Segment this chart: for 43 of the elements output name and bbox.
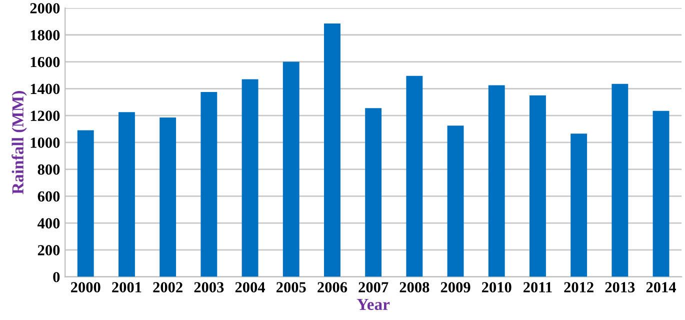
x-axis-title: Year (356, 298, 390, 310)
y-tick-label: 400 (38, 218, 60, 228)
bar (488, 85, 505, 277)
y-tick-label: 1600 (30, 56, 60, 68)
x-tick-label: 2004 (235, 282, 266, 292)
bar (242, 79, 258, 277)
bar (160, 118, 176, 277)
y-axis-title: Rainfall (MM) (12, 91, 27, 194)
x-tick-label: 2010 (482, 282, 512, 292)
x-tick-label: 2009 (440, 282, 470, 292)
y-tick-label: 1000 (30, 138, 60, 148)
x-tick-label: 2007 (358, 282, 388, 292)
bar (406, 76, 423, 277)
y-tick-label: 0 (53, 272, 60, 282)
x-tick-label: 2011 (524, 282, 552, 292)
y-tick-label: 600 (38, 191, 60, 202)
x-tick-label: 2008 (400, 282, 430, 292)
x-tick-label: 2001 (112, 282, 142, 292)
bar (652, 110, 670, 277)
y-tick-label: 800 (38, 164, 60, 175)
bar (282, 62, 300, 277)
bar (365, 108, 382, 277)
x-tick-label: 2002 (153, 282, 182, 292)
y-tick-label: 2000 (30, 3, 60, 14)
y-tick-label: 1200 (30, 110, 60, 121)
bar (447, 126, 464, 277)
bar (200, 92, 218, 277)
bar (612, 84, 628, 277)
x-tick-label: 2003 (194, 282, 224, 292)
x-tick-label: 2005 (276, 282, 306, 292)
bar (77, 130, 94, 277)
x-tick-label: 2000 (70, 282, 100, 292)
y-tick-label: 200 (38, 245, 60, 256)
x-tick-label: 2013 (605, 282, 635, 292)
bar (118, 112, 135, 277)
bar (324, 23, 340, 277)
bar (570, 134, 588, 277)
bar (530, 95, 546, 277)
y-tick-label: 1800 (30, 30, 60, 40)
y-tick-label: 1400 (30, 84, 60, 94)
x-tick-label: 2006 (318, 282, 348, 292)
x-tick-label: 2014 (646, 282, 676, 292)
x-tick-label: 2012 (564, 282, 594, 292)
